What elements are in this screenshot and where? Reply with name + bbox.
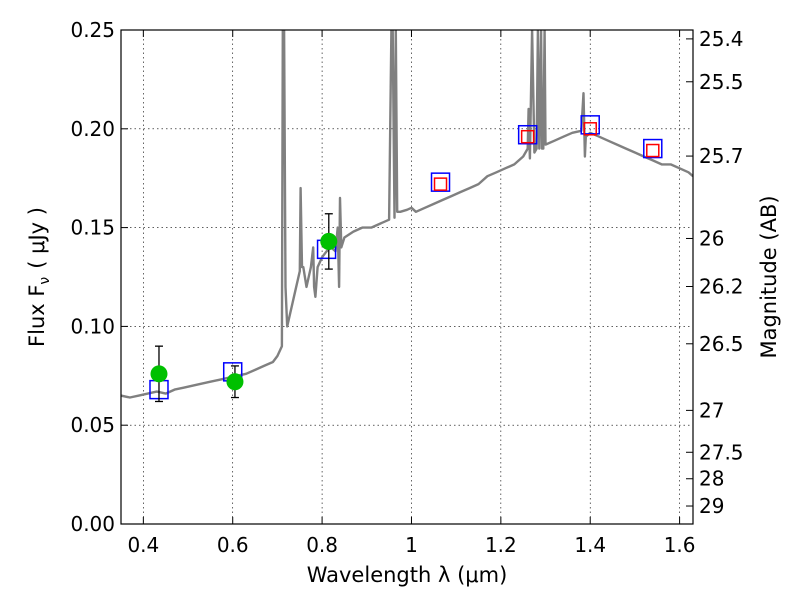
model-photometry-blue-marker [517,124,538,145]
model-photometry-red-marker [583,122,597,136]
axis-layer: 0.4 0.6 0.8 1 1.2 1.4 1.6 0.00 0.05 0.10 0.15 0.20 0… [70,18,743,557]
observed-point [320,232,338,250]
y2-tick-label: 25.4 [699,27,744,51]
spectrum-line [121,30,693,399]
x-tick-label: 0.4 [127,533,159,557]
model-photometry-red-marker [646,143,660,158]
y2-tick-label: 26.5 [699,332,744,356]
y-tick-label: 0.20 [70,117,115,141]
model-photometry-red-marker [433,177,448,191]
y2-tick-label: 25.5 [699,70,744,94]
y-tick-label: 0.00 [70,512,115,536]
x-tick-label: 1.4 [574,533,606,557]
y-tick-label: 0.15 [70,216,115,240]
model-photometry-blue-marker [643,138,663,159]
y-tick-label: 0.25 [70,18,115,42]
y-axis-label-main: Flux F [25,285,49,347]
y-tick-label: 0.10 [70,314,115,338]
y-tick-label: 0.05 [70,413,115,437]
marker-layer [149,115,663,403]
y-axis-label-unit: ( μJy ) [25,207,49,269]
x-tick-label: 1 [405,533,418,557]
model-photometry-blue-marker [430,172,451,192]
x-axis-label: Wavelength λ (μm) [307,563,508,587]
y2-tick-label: 25.7 [699,144,744,168]
y2-tick-label: 29 [699,494,724,518]
data-layer [121,30,693,399]
y2-tick-label: 26.2 [699,274,744,298]
x-tick-label: 1.2 [485,533,517,557]
y2-axis-label: Magnitude (AB) [757,195,781,358]
x-tick-label: 0.6 [217,533,249,557]
observed-point [150,365,168,383]
y-axis-label: Flux Fν ( μJy ) [25,207,53,347]
y2-tick-label: 27.5 [699,440,744,464]
y2-tick-label: 27 [699,398,724,422]
plot-area [121,30,693,524]
model-photometry-blue-marker [580,115,600,135]
y-axis-label-sub: ν [37,277,53,285]
x-tick-label: 0.8 [306,533,338,557]
y2-tick-label: 28 [699,467,724,491]
plot-frame [120,29,694,525]
x-tick-label: 1.6 [664,533,696,557]
model-photometry-red-marker [520,129,535,144]
observed-point [226,373,244,391]
y2-tick-label: 26 [699,226,724,250]
